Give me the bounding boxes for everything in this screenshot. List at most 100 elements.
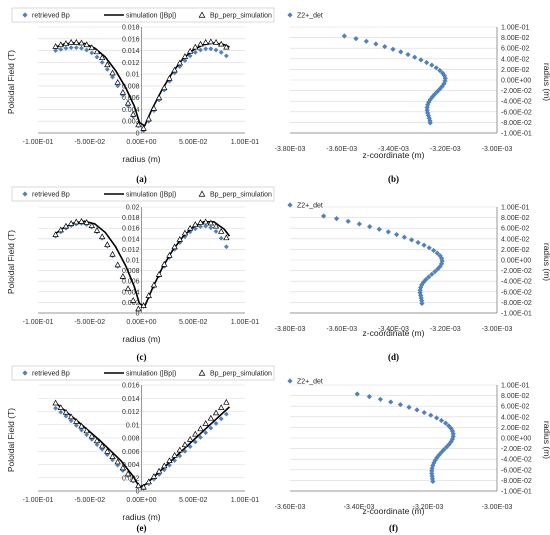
- x-tick-label: -1.00E-01: [23, 139, 54, 146]
- point-z2-det: [439, 83, 445, 89]
- point-bp-perp: [135, 121, 142, 128]
- point-retrieved-bp: [198, 47, 203, 53]
- y-tick-label: -4.00E-02: [501, 457, 532, 464]
- legend-label: Z2+_det: [297, 203, 323, 210]
- y-tick-label: 4.00E-02: [501, 56, 530, 63]
- y-tick-label: -1.00E-01: [501, 131, 532, 138]
- x-tick-label: -3.00E-03: [482, 146, 513, 153]
- legend: Z2+_det: [287, 378, 323, 386]
- y-tick-label: 0.01: [126, 422, 140, 429]
- x-axis-label: radius (m): [122, 512, 160, 522]
- point-bp-perp: [155, 467, 163, 474]
- point-bp-perp: [166, 251, 173, 258]
- y-tick-label: -6.00E-02: [501, 289, 532, 296]
- point-bp-perp: [223, 234, 230, 241]
- point-retrieved-bp: [192, 439, 198, 445]
- y-tick-label: 0.006: [122, 279, 140, 286]
- point-retrieved-bp: [198, 434, 203, 440]
- point-bp-perp: [161, 84, 168, 91]
- point-retrieved-bp: [218, 235, 224, 241]
- point-retrieved-bp: [203, 46, 209, 52]
- point-bp-perp: [218, 40, 225, 47]
- point-z2-det: [434, 455, 440, 461]
- point-z2-det: [442, 78, 448, 84]
- point-z2-det: [385, 229, 391, 235]
- x-tick-label: 0.00E+00: [126, 319, 156, 326]
- point-z2-det: [437, 86, 443, 92]
- y-tick-label: 8.00E-02: [501, 35, 530, 42]
- point-retrieved-bp: [218, 49, 224, 55]
- point-bp-perp: [98, 233, 106, 240]
- y-tick-label: 1.00E-01: [501, 383, 530, 390]
- point-bp-perp: [161, 462, 168, 469]
- point-bp-perp: [67, 220, 75, 226]
- x-tick-label: -3.20E-03: [413, 504, 444, 511]
- legend-marker-z2-det: [287, 202, 293, 208]
- point-bp-perp: [171, 243, 178, 250]
- y-tick-label: 0.00E+00: [501, 258, 531, 265]
- x-tick-label: -5.00E-02: [74, 139, 105, 146]
- point-z2-det: [418, 295, 424, 301]
- point-z2-det: [426, 115, 432, 121]
- y-tick-label: 0.004: [122, 289, 140, 296]
- legend-marker-perp: [198, 11, 206, 18]
- point-z2-det: [431, 247, 437, 254]
- y-tick-label: 2.00E-02: [501, 247, 530, 254]
- point-retrieved-bp: [192, 226, 198, 232]
- series-line-simulation: [55, 220, 231, 308]
- point-bp-perp: [93, 437, 101, 444]
- x-tick-label: -3.00E-03: [482, 504, 513, 511]
- point-z2-det: [321, 213, 327, 219]
- y-tick-label: 0.002: [122, 300, 140, 307]
- legend-label: Z2+_det: [297, 379, 323, 386]
- point-bp-perp: [155, 94, 163, 101]
- x-tick-label: 0.00E+00: [126, 497, 156, 504]
- chart-d: -1.00E-01 -8.00E-02 -6.00E-02 -4.00E-02 -2.0…: [275, 202, 550, 362]
- point-bp-perp: [130, 110, 137, 117]
- point-bp-perp: [166, 457, 173, 463]
- y-tick-label: 0.016: [122, 36, 140, 43]
- y-tick-label: 0.012: [122, 247, 140, 254]
- point-bp-perp: [218, 404, 225, 410]
- x-axis-label: z-coordinate (m): [363, 506, 425, 516]
- point-retrieved-bp: [187, 444, 193, 450]
- point-bp-perp: [186, 436, 194, 442]
- panel-caption: (a): [136, 174, 147, 184]
- x-tick-label: 5.00E-02: [179, 139, 208, 146]
- point-z2-det: [394, 231, 400, 238]
- point-z2-det: [446, 441, 452, 447]
- point-bp-perp: [104, 241, 111, 248]
- point-z2-det: [435, 266, 441, 272]
- point-z2-det: [430, 478, 436, 485]
- point-retrieved-bp: [73, 423, 79, 428]
- point-z2-det: [428, 412, 434, 418]
- panel-caption: (c): [137, 352, 147, 362]
- point-z2-det: [401, 234, 407, 240]
- point-retrieved-bp: [208, 425, 214, 431]
- y-tick-label: -1.00E-01: [501, 311, 532, 318]
- point-retrieved-bp: [104, 452, 110, 457]
- point-bp-perp: [176, 446, 183, 453]
- point-z2-det: [398, 49, 404, 55]
- point-bp-perp: [52, 231, 59, 237]
- point-retrieved-bp: [58, 46, 64, 52]
- point-bp-perp: [223, 398, 230, 405]
- point-z2-det: [424, 104, 430, 111]
- point-z2-det: [440, 70, 446, 76]
- point-bp-perp: [57, 404, 64, 410]
- point-bp-perp: [130, 476, 137, 483]
- point-bp-perp: [212, 409, 220, 416]
- chart-b: -1.00E-01 -8.00E-02 -6.00E-02 -4.00E-02 -2.0…: [275, 12, 550, 184]
- legend-label: Bp_perp_simulation: [210, 371, 272, 378]
- y-tick-label: -1.00E-01: [501, 489, 532, 496]
- legend-marker-z2-det: [287, 12, 293, 18]
- legend-marker-retrieved: [22, 191, 28, 197]
- y-tick-label: 0.02: [126, 205, 140, 212]
- point-bp-perp: [140, 124, 147, 131]
- point-bp-perp: [207, 38, 215, 45]
- x-tick-label: -3.80E-03: [275, 326, 306, 333]
- x-tick-label: 1.00E-01: [231, 497, 260, 504]
- point-retrieved-bp: [182, 448, 188, 454]
- point-retrieved-bp: [156, 472, 162, 477]
- y-tick-label: 0.014: [122, 48, 140, 55]
